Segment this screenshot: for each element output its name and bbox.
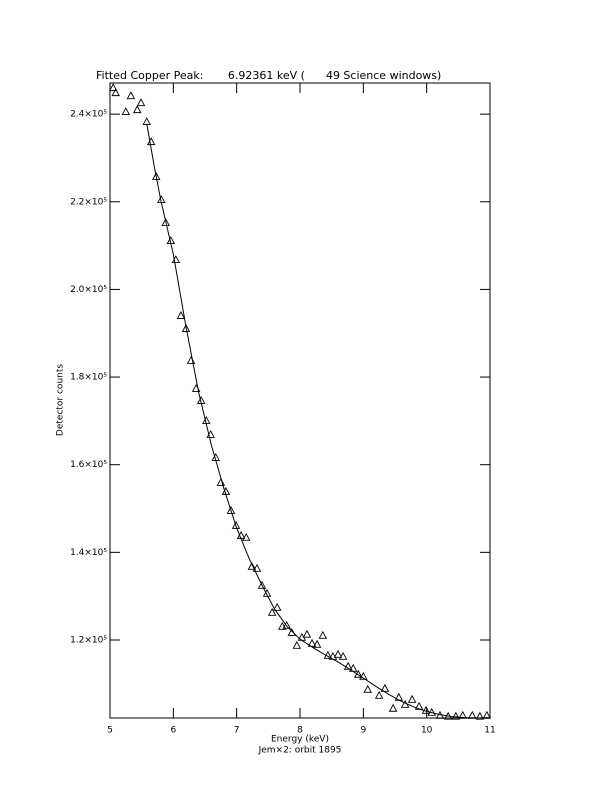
data-point <box>262 588 272 597</box>
y-tick-label: 1.4×10⁵ <box>70 548 107 558</box>
data-point <box>161 218 170 227</box>
data-point <box>475 711 485 720</box>
data-point <box>307 638 317 647</box>
data-point <box>108 83 118 92</box>
data-point <box>272 602 282 611</box>
x-tick-label: 11 <box>484 726 495 736</box>
data-point <box>458 710 468 719</box>
x-tick-label: 8 <box>297 726 303 736</box>
data-point <box>407 694 417 703</box>
data-point <box>380 683 390 692</box>
data-point <box>176 311 186 319</box>
data-point <box>247 561 257 570</box>
data-point <box>374 690 384 699</box>
fit-line <box>146 123 491 719</box>
data-point <box>111 88 120 97</box>
y-tick-label: 1.8×10⁵ <box>70 373 107 383</box>
data-point <box>252 563 262 572</box>
data-point <box>267 607 277 616</box>
data-point <box>136 98 146 107</box>
data-point <box>126 91 136 100</box>
data-point <box>421 705 431 714</box>
data-point <box>257 580 267 589</box>
data-point <box>151 172 161 181</box>
data-point <box>302 629 312 638</box>
data-point <box>132 105 142 114</box>
data-point <box>451 711 461 720</box>
x-tick-label: 9 <box>360 726 366 736</box>
y-tick-label: 2.0×10⁵ <box>70 285 107 295</box>
y-tick-label: 2.4×10⁵ <box>70 110 107 120</box>
data-point <box>121 107 131 116</box>
y-tick-label: 1.6×10⁵ <box>70 460 107 470</box>
data-point <box>482 710 492 719</box>
data-point <box>226 505 236 514</box>
data-point <box>282 620 291 629</box>
y-tick-label: 1.2×10⁵ <box>70 635 107 645</box>
data-point <box>318 630 328 639</box>
data-point <box>292 640 302 649</box>
x-tick-label: 10 <box>421 726 433 736</box>
subtitle: Jem×2: orbit 1895 <box>258 746 342 756</box>
y-axis-label: Detector counts <box>56 364 66 436</box>
data-point <box>333 649 343 658</box>
data-point <box>359 671 368 680</box>
x-axis-label: Energy (keV) <box>271 735 329 745</box>
data-point <box>181 324 191 332</box>
data-point <box>388 703 398 712</box>
data-point <box>343 661 353 670</box>
y-tick-label: 2.2×10⁵ <box>70 197 107 207</box>
data-point <box>231 520 241 529</box>
chart-title: Fitted Copper Peak: 6.92361 keV ( 49 Sci… <box>96 69 441 82</box>
data-point <box>338 651 348 660</box>
data-point <box>363 684 373 693</box>
x-tick-label: 6 <box>170 726 176 736</box>
x-tick-label: 5 <box>107 726 113 736</box>
data-point <box>312 639 322 648</box>
x-tick-label: 7 <box>234 726 240 736</box>
data-point <box>241 532 251 541</box>
